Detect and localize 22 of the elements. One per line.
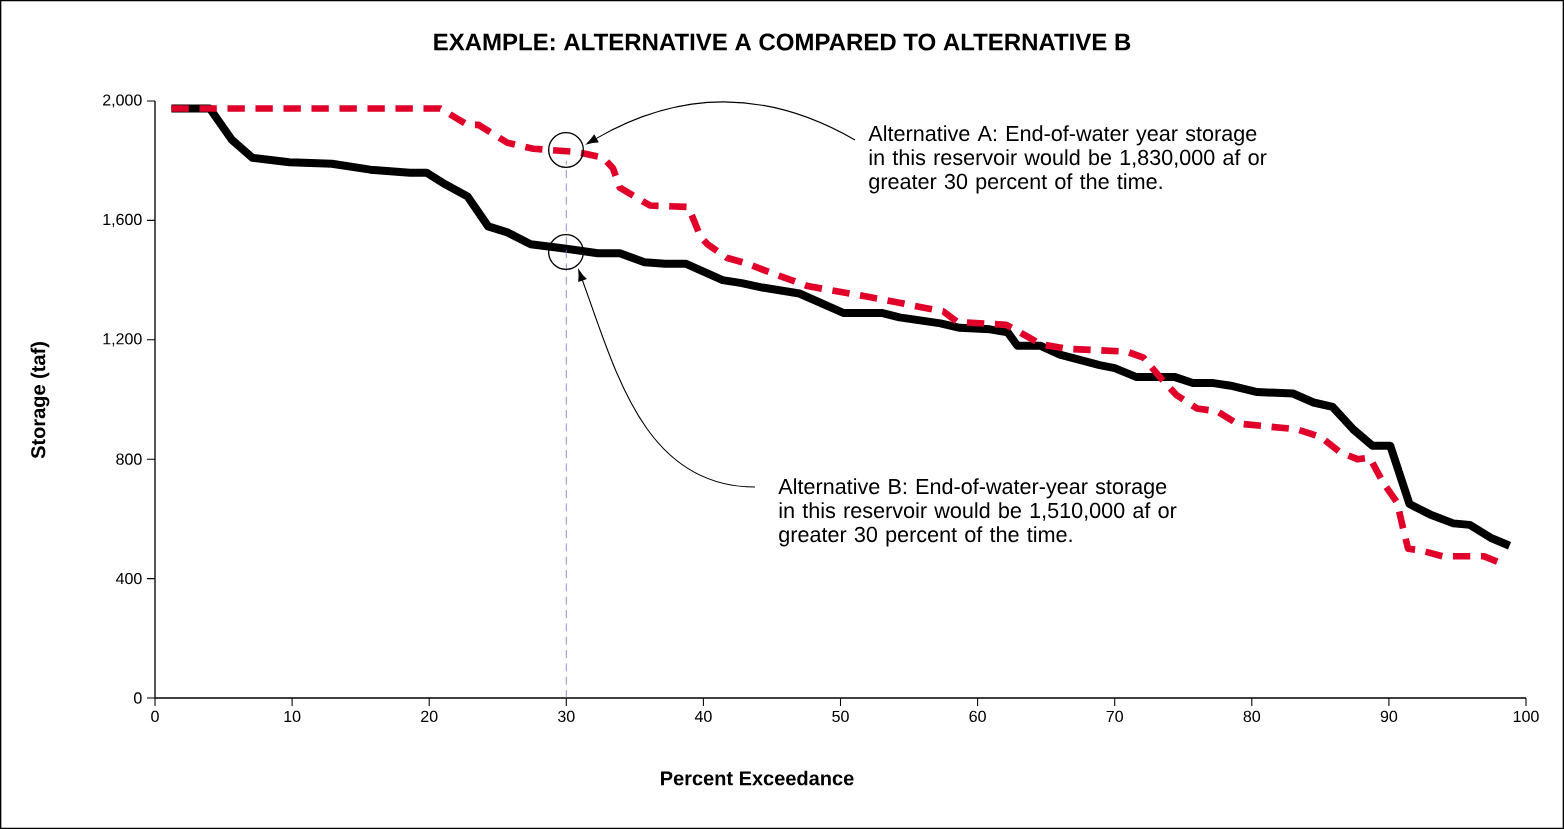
x-tick-label: 100 (1513, 710, 1539, 723)
y-tick-label: 0 (134, 692, 142, 704)
y-tick-label: 800 (116, 453, 142, 465)
annotation: Alternative A: End-of-water year storage in this reservoir would be 1,830,000 af or greater 30 percent of the time. (868, 125, 1267, 194)
x-tick-label: 70 (1106, 710, 1123, 723)
x-tick-label: 0 (151, 710, 159, 723)
y-tick-label: 2,000 (103, 94, 142, 108)
x-tick-label: 60 (969, 710, 986, 723)
y-tick-label: 1,600 (103, 213, 142, 228)
x-axis-title: Percent Exceedance (661, 770, 854, 786)
annotation: Alternative B: End-of-water-year storage in this reservoir would be 1,510,000 af or greater 30 percent of the time. (778, 478, 1177, 547)
chart-title: EXAMPLE: ALTERNATIVE A COMPARED TO ALTERNATIVE B (434, 33, 1131, 51)
x-tick-label: 80 (1243, 710, 1261, 723)
x-tick-label: 90 (1380, 710, 1398, 723)
y-tick-label: 1,200 (103, 333, 142, 347)
x-tick-label: 30 (558, 710, 575, 723)
x-tick-label: 50 (832, 710, 849, 723)
y-axis-title: Storage (taf) (30, 342, 50, 459)
x-tick-label: 10 (284, 710, 301, 723)
x-tick-label: 20 (421, 710, 438, 723)
y-tick-label: 400 (115, 572, 142, 585)
x-tick-label: 40 (694, 710, 712, 723)
